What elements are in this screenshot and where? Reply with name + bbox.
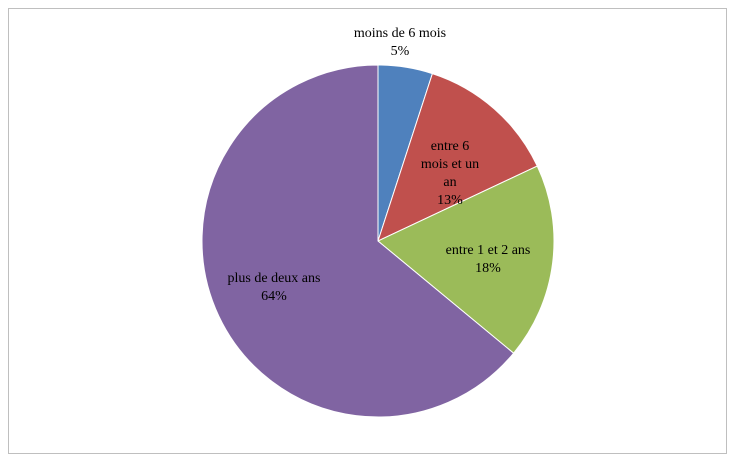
pie-slice — [377, 72, 538, 242]
pie-data-label: entre 1 et 2 ans 18% — [446, 243, 531, 276]
pie-category-label: entre 1 et 2 ans — [446, 243, 531, 258]
pie-category-label: entre 6 — [431, 139, 469, 154]
pie-value-label: 18% — [475, 261, 501, 276]
pie-slice — [201, 64, 515, 418]
pie-value-label: 5% — [391, 44, 410, 59]
pie-category-label: moins de 6 mois — [354, 26, 446, 41]
pie-slices — [201, 64, 555, 418]
pie-data-labels: moins de 6 mois 5%entre 6 mois et un an 13%e… — [228, 26, 531, 304]
pie-category-label: an — [443, 175, 456, 190]
pie-category-label: mois et un — [421, 157, 479, 172]
pie-data-label: entre 6 mois et un an 13% — [421, 139, 479, 208]
pie-slice — [377, 165, 555, 354]
pie-data-label: moins de 6 mois 5% — [354, 26, 446, 59]
pie-category-label: plus de deux ans — [228, 271, 321, 286]
pie-data-label: plus de deux ans 64% — [228, 271, 321, 304]
pie-value-label: 64% — [261, 289, 287, 304]
pie-value-label: 13% — [437, 193, 463, 208]
